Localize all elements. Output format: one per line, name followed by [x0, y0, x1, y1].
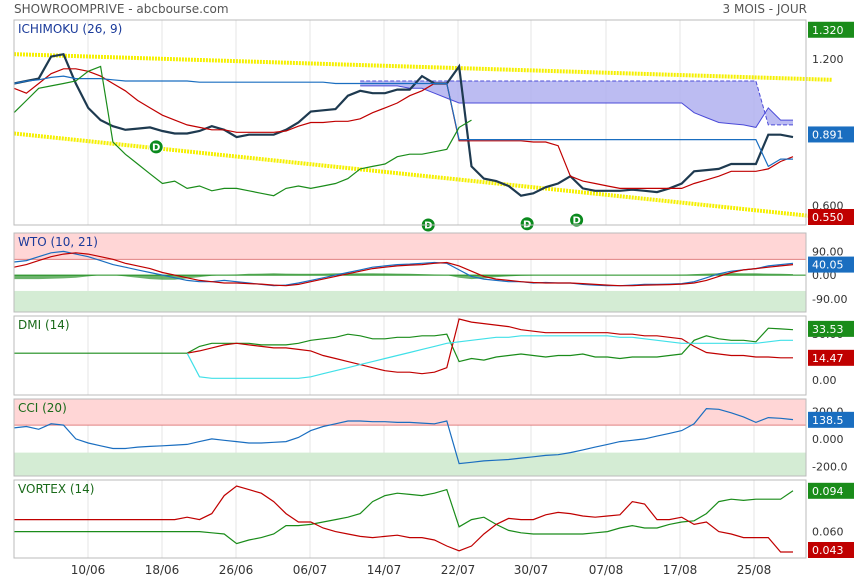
trendline-1	[13, 131, 832, 221]
cloud-span-a	[360, 85, 793, 128]
value-badge-box	[808, 126, 854, 143]
panel-title: DMI (14)	[18, 318, 70, 332]
panel-title: VORTEX (14)	[18, 482, 95, 496]
value-badge-label: 138.5	[812, 414, 844, 427]
dividend-marker-circle	[569, 212, 585, 228]
overbought-oversold-zone	[14, 233, 806, 260]
series-cci	[13, 407, 794, 465]
series-adx	[186, 335, 793, 379]
x-tick-label: 26/06	[219, 563, 254, 577]
x-tick-label: 14/07	[367, 563, 402, 577]
value-badge-label: 0.043	[812, 544, 844, 557]
value-badge: 138.5	[808, 411, 854, 428]
period-label: 3 MOIS - JOUR	[722, 2, 807, 16]
value-badge-box	[808, 256, 854, 273]
overbought-oversold-zone	[14, 452, 806, 476]
value-badge: 40.05	[808, 256, 854, 273]
series-vi_minus	[14, 485, 793, 553]
value-badge-box	[808, 209, 854, 225]
chart-source-title: SHOWROOMPRIVE - abcbourse.com	[14, 2, 229, 16]
y-tick-label: -90.00	[812, 293, 847, 306]
dividend-marker: D	[148, 139, 164, 155]
value-badge: 0.550	[808, 209, 854, 225]
panel-title: CCI (20)	[18, 401, 67, 415]
value-badge-box	[808, 21, 854, 38]
panel-4: VORTEX (14) 0.060 0.094 0.043	[13, 479, 854, 559]
y-tick-label: 0.060	[812, 526, 844, 539]
trendline-0	[13, 52, 832, 82]
x-tick-label: 18/06	[145, 563, 180, 577]
dividend-marker-label: D	[424, 221, 432, 232]
y-tick-label: -200.0	[812, 460, 847, 473]
panel-frame	[13, 479, 807, 559]
value-badge-box	[808, 482, 854, 499]
value-badge-box	[808, 542, 854, 558]
dividend-marker: D	[519, 216, 535, 232]
dividend-marker-circle	[148, 139, 164, 155]
x-tick-label: 10/06	[71, 563, 106, 577]
series-kijun	[13, 75, 793, 168]
series-wt2	[13, 252, 794, 287]
y-tick-label: 1.200	[812, 53, 844, 66]
x-tick-label: 22/07	[441, 563, 476, 577]
y-tick-label: 0.000	[812, 433, 844, 446]
panel-title: WTO (10, 21)	[18, 235, 98, 249]
value-badge-label: 1.320	[812, 24, 844, 37]
overbought-oversold-zone	[14, 290, 806, 312]
value-badge-label: 33.53	[812, 323, 844, 336]
value-badge-box	[808, 411, 854, 428]
panel-title: ICHIMOKU (26, 9)	[18, 22, 122, 36]
x-tick-label: 07/08	[589, 563, 624, 577]
value-badge: 14.47	[808, 349, 854, 366]
x-tick-label: 30/07	[514, 563, 549, 577]
series-tenkan	[13, 68, 794, 189]
dividend-marker-circle	[519, 216, 535, 232]
x-tick-label: 06/07	[293, 563, 328, 577]
dividend-marker: D	[569, 212, 585, 228]
value-badge-label: 14.47	[812, 352, 844, 365]
dividend-marker-label: D	[152, 142, 160, 153]
value-badge-label: 0.094	[812, 485, 844, 498]
value-badge-label: 40.05	[812, 259, 844, 272]
value-badge-label: 0.550	[812, 211, 844, 224]
series-close	[13, 52, 794, 197]
value-badge: 33.53	[808, 320, 854, 337]
dividend-marker-label: D	[572, 216, 580, 227]
panel-frame	[13, 315, 807, 396]
series-di_minus	[186, 318, 793, 375]
value-badge: 1.320	[808, 21, 854, 38]
x-tick-label: 17/08	[663, 563, 698, 577]
value-badge: 0.891	[808, 126, 854, 143]
series-di_plus	[186, 327, 794, 363]
panel-frame	[13, 232, 807, 313]
y-tick-label: 90.00	[812, 245, 844, 258]
value-badge: 0.094	[808, 482, 854, 499]
value-badge-box	[808, 320, 854, 337]
value-badge: 0.043	[808, 542, 854, 558]
panel-frame	[13, 398, 807, 477]
value-badge-box	[808, 349, 854, 366]
panel-frame	[13, 19, 807, 226]
overbought-oversold-zone	[14, 399, 806, 426]
x-tick-label: 25/08	[737, 563, 772, 577]
y-tick-label: 0.00	[812, 374, 837, 387]
series-vi_plus	[14, 488, 794, 545]
value-badge-label: 0.891	[812, 128, 844, 141]
wto-histogram	[14, 273, 793, 280]
ichimoku-cloud	[360, 81, 793, 128]
series-chikou	[13, 65, 472, 197]
